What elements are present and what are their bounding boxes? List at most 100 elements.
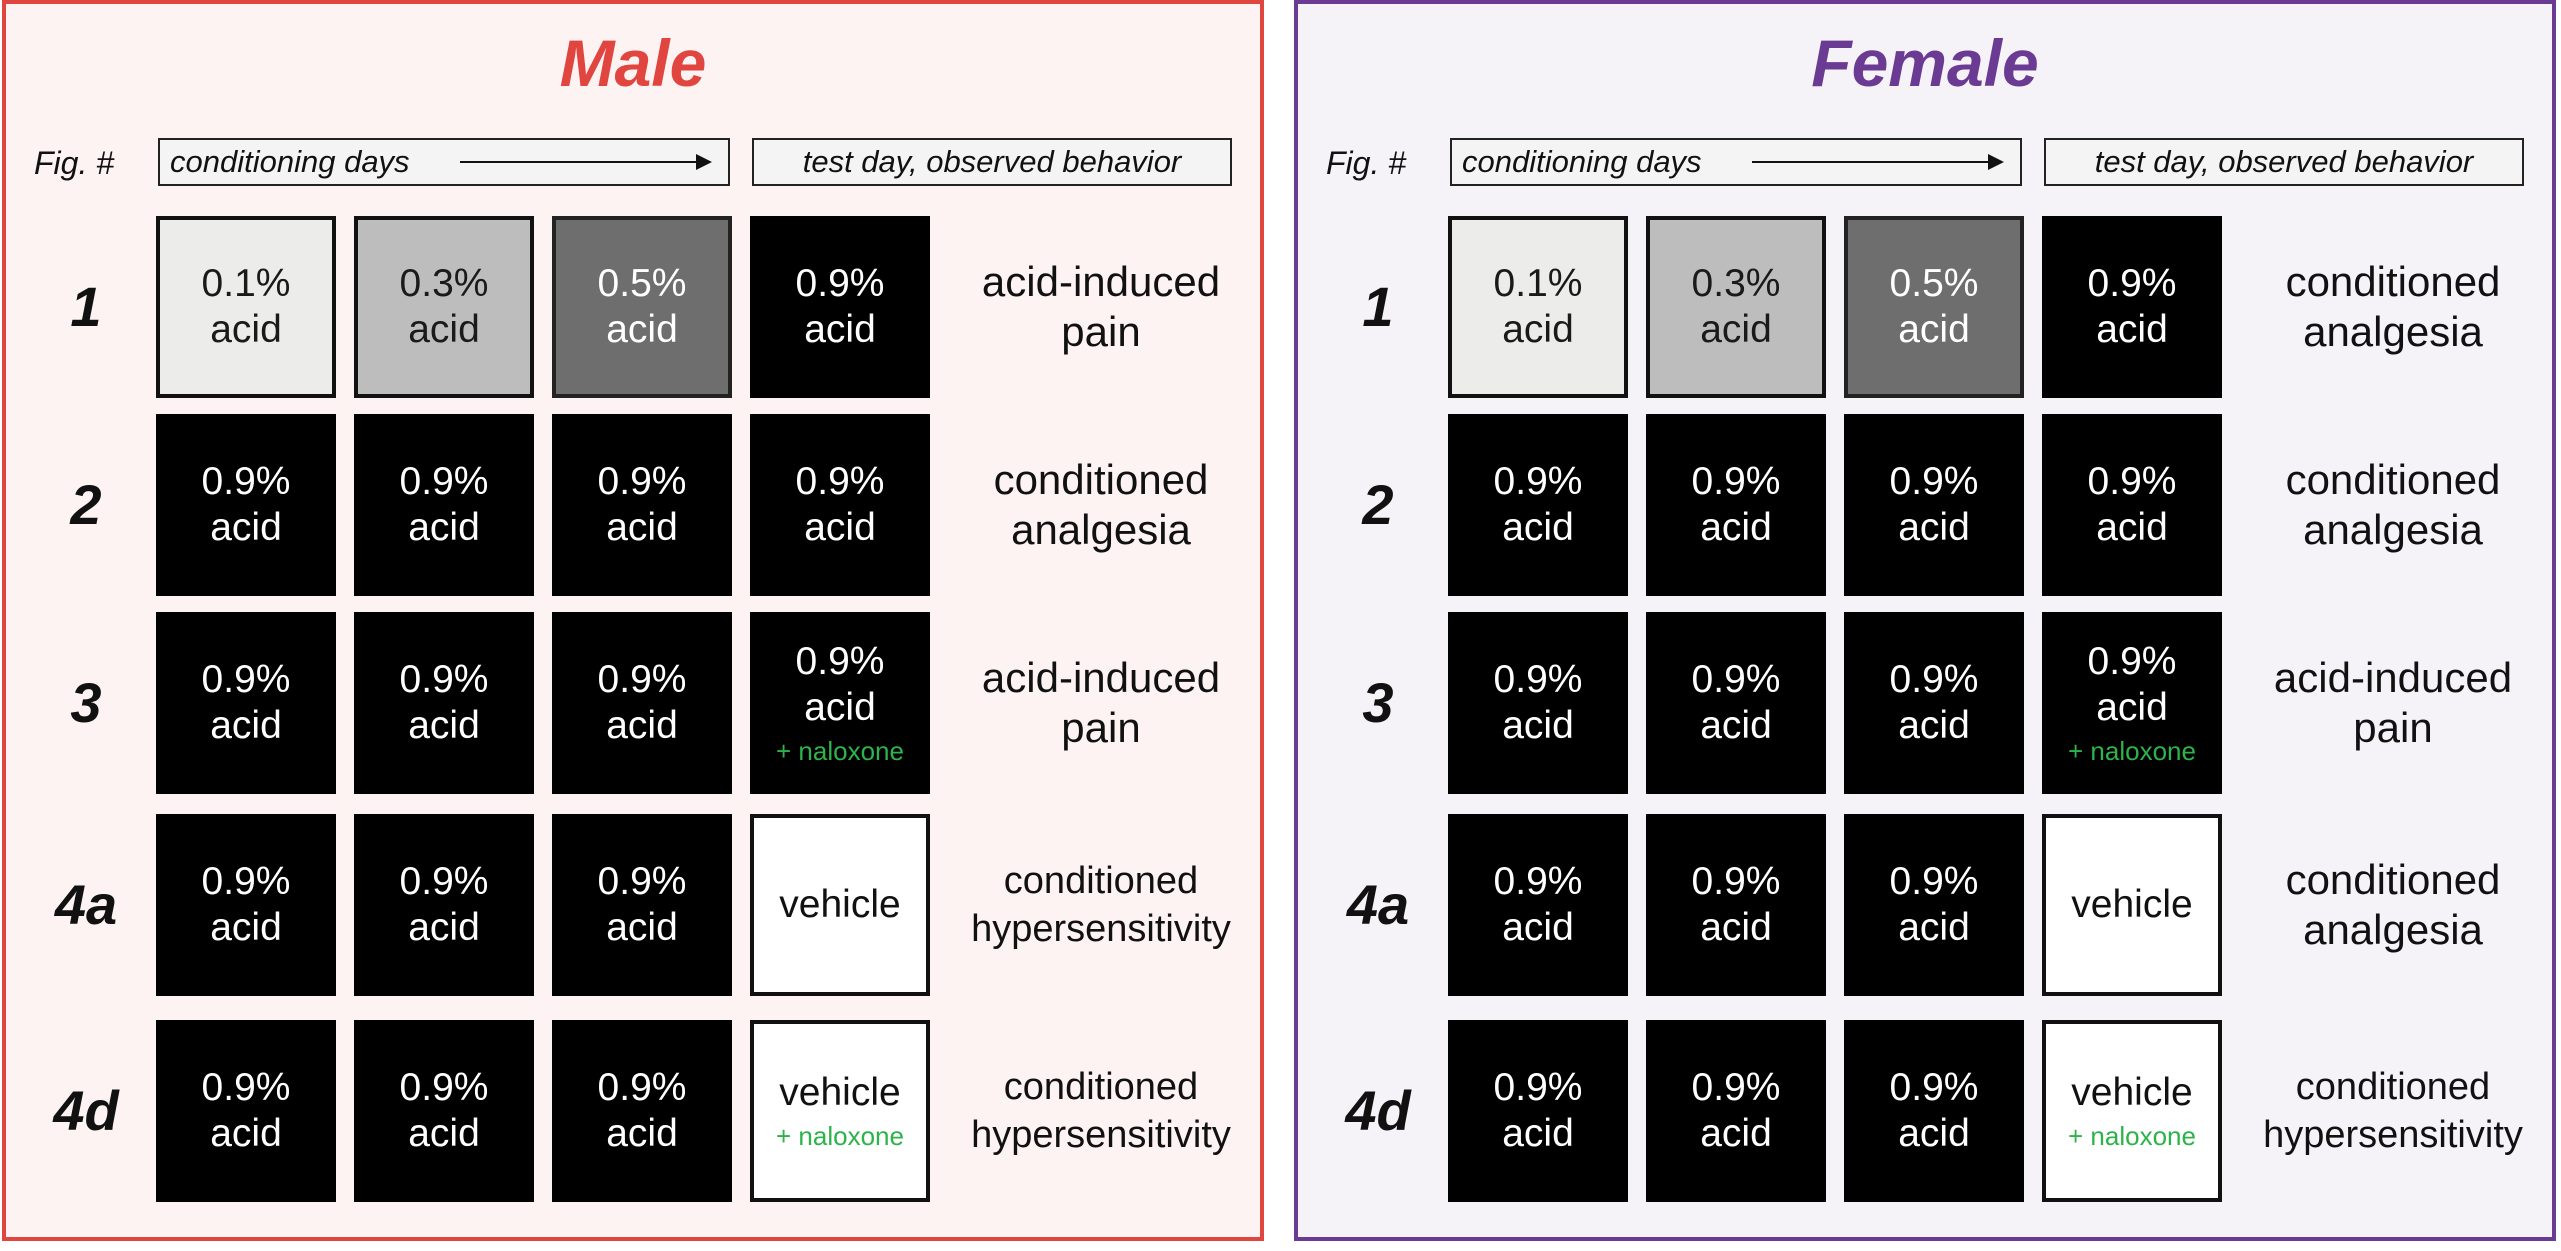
cell-substance: acid — [1502, 506, 1574, 549]
cell-substance: acid — [210, 906, 282, 949]
cell-substance: acid — [606, 906, 678, 949]
cell-concentration: 0.9% — [1889, 460, 1979, 503]
figure-number: 1 — [70, 275, 102, 338]
cell-concentration: 0.5% — [597, 262, 687, 305]
cell-substance: acid — [606, 308, 678, 351]
cell-concentration: 0.9% — [1493, 460, 1583, 503]
observed-behavior: conditioned hypersensitivity — [946, 814, 1256, 996]
cell-substance: acid — [210, 1112, 282, 1155]
test-day-cell: 0.9% acid + naloxone — [750, 612, 930, 794]
conditioning-day-cell: 0.9% acid — [1448, 1020, 1628, 1202]
fig-number-header: Fig. # — [1326, 145, 1407, 181]
conditioning-days-header: conditioning days — [158, 138, 730, 186]
cell-concentration: 0.1% — [201, 262, 291, 305]
observed-behavior-label: acid-induced pain — [981, 258, 1221, 355]
test-day-cell: 0.9% acid — [750, 414, 930, 596]
conditioning-day-cell: 0.1% acid — [156, 216, 336, 398]
observed-behavior-label: conditioned analgesia — [2285, 856, 2501, 953]
conditioning-day-cell: 0.9% acid — [1646, 814, 1826, 996]
panel-title: Male — [559, 26, 707, 100]
cell-concentration: 0.9% — [201, 860, 291, 903]
male-panel: Male Fig. # conditioning days test day, … — [2, 0, 1264, 1241]
cell-substance: acid — [408, 308, 480, 351]
conditioning-day-cell: 0.9% acid — [1448, 814, 1628, 996]
conditioning-day-cell: 0.3% acid — [354, 216, 534, 398]
cell-concentration: 0.9% — [597, 1066, 687, 1109]
conditioning-day-cell: 0.9% acid — [354, 612, 534, 794]
naloxone-note: + naloxone — [776, 1121, 904, 1151]
test-day-cell: vehicle — [750, 814, 930, 996]
cell-substance: acid — [804, 686, 876, 729]
cell-substance: acid — [210, 704, 282, 747]
cell-concentration: 0.9% — [1691, 1066, 1781, 1109]
conditioning-days-header: conditioning days — [1450, 138, 2022, 186]
cell-concentration: 0.5% — [1889, 262, 1979, 305]
conditioning-day-cell: 0.9% acid — [552, 414, 732, 596]
cell-concentration: 0.9% — [1691, 658, 1781, 701]
observed-behavior: acid-induced pain — [2238, 612, 2548, 794]
cell-substance: acid — [606, 704, 678, 747]
right-arrow-icon — [1752, 154, 2004, 170]
cell-concentration: 0.9% — [1493, 1066, 1583, 1109]
protocol-row: 4d 0.9% acid 0.9% acid 0.9% acid vehicle + nalox… — [1298, 1020, 2552, 1202]
cell-concentration: 0.3% — [1691, 262, 1781, 305]
conditioning-day-cell: 0.9% acid — [1844, 612, 2024, 794]
observed-behavior: conditioned hypersensitivity — [2238, 1020, 2548, 1202]
observed-behavior-label: acid-induced pain — [981, 654, 1221, 751]
female-panel: Female Fig. # conditioning days test day… — [1294, 0, 2556, 1241]
protocol-row: 3 0.9% acid 0.9% acid 0.9% acid 0.9% acid + nalox… — [1298, 612, 2552, 794]
protocol-row: 4a 0.9% acid 0.9% acid 0.9% acid vehicle conditi… — [1298, 814, 2552, 996]
cell-concentration: 0.9% — [597, 658, 687, 701]
test-day-cell: 0.9% acid — [750, 216, 930, 398]
cell-substance: acid — [2096, 308, 2168, 351]
cell-concentration: 0.9% — [795, 640, 885, 683]
fig-number-header: Fig. # — [34, 145, 115, 181]
conditioning-day-cell: 0.9% acid — [354, 814, 534, 996]
cell-substance: acid — [2096, 686, 2168, 729]
observed-behavior: conditioned analgesia — [946, 414, 1256, 596]
cell-substance: acid — [606, 1112, 678, 1155]
cell-substance: acid — [1502, 704, 1574, 747]
conditioning-day-cell: 0.5% acid — [552, 216, 732, 398]
test-day-cell: vehicle — [2042, 814, 2222, 996]
test-day-cell: vehicle + naloxone — [750, 1020, 930, 1202]
test-day-header: test day, observed behavior — [2044, 138, 2524, 186]
conditioning-day-cell: 0.9% acid — [1646, 414, 1826, 596]
cell-substance: acid — [1898, 704, 1970, 747]
cell-concentration: 0.9% — [201, 460, 291, 503]
conditioning-day-cell: 0.9% acid — [156, 814, 336, 996]
conditioning-days-label: conditioning days — [1462, 144, 1702, 179]
protocol-row: 2 0.9% acid 0.9% acid 0.9% acid 0.9% acid conditi… — [1298, 414, 2552, 596]
observed-behavior-label: conditioned hypersensitivity — [971, 1066, 1231, 1156]
conditioning-day-cell: 0.9% acid — [552, 612, 732, 794]
cell-concentration: vehicle — [2071, 1071, 2193, 1114]
cell-substance: acid — [408, 1112, 480, 1155]
naloxone-note: + naloxone — [2068, 736, 2196, 766]
observed-behavior: acid-induced pain — [946, 216, 1256, 398]
cell-substance: acid — [1502, 1112, 1574, 1155]
conditioning-days-label: conditioning days — [170, 144, 410, 179]
cell-substance: acid — [1700, 704, 1772, 747]
cell-substance: acid — [1898, 308, 1970, 351]
observed-behavior: conditioned analgesia — [2238, 216, 2548, 398]
cell-concentration: 0.3% — [399, 262, 489, 305]
figure-number: 1 — [1362, 275, 1394, 338]
cell-substance: acid — [1700, 1112, 1772, 1155]
conditioning-day-cell: 0.9% acid — [156, 612, 336, 794]
conditioning-day-cell: 0.9% acid — [354, 1020, 534, 1202]
protocol-row: 4d 0.9% acid 0.9% acid 0.9% acid vehicle + nalox… — [6, 1020, 1260, 1202]
protocol-row: 3 0.9% acid 0.9% acid 0.9% acid 0.9% acid + nalox… — [6, 612, 1260, 794]
conditioning-day-cell: 0.9% acid — [1646, 612, 1826, 794]
conditioning-day-cell: 0.9% acid — [1844, 414, 2024, 596]
conditioning-day-cell: 0.9% acid — [1448, 612, 1628, 794]
observed-behavior-label: conditioned hypersensitivity — [2263, 1066, 2523, 1156]
cell-concentration: 0.9% — [795, 262, 885, 305]
cell-substance: acid — [408, 506, 480, 549]
test-day-cell: vehicle + naloxone — [2042, 1020, 2222, 1202]
cell-concentration: 0.9% — [2087, 262, 2177, 305]
cell-concentration: vehicle — [779, 1071, 901, 1114]
cell-substance: acid — [210, 308, 282, 351]
conditioning-day-cell: 0.1% acid — [1448, 216, 1628, 398]
observed-behavior-label: acid-induced pain — [2273, 654, 2513, 751]
figure-number: 4d — [53, 1079, 119, 1142]
